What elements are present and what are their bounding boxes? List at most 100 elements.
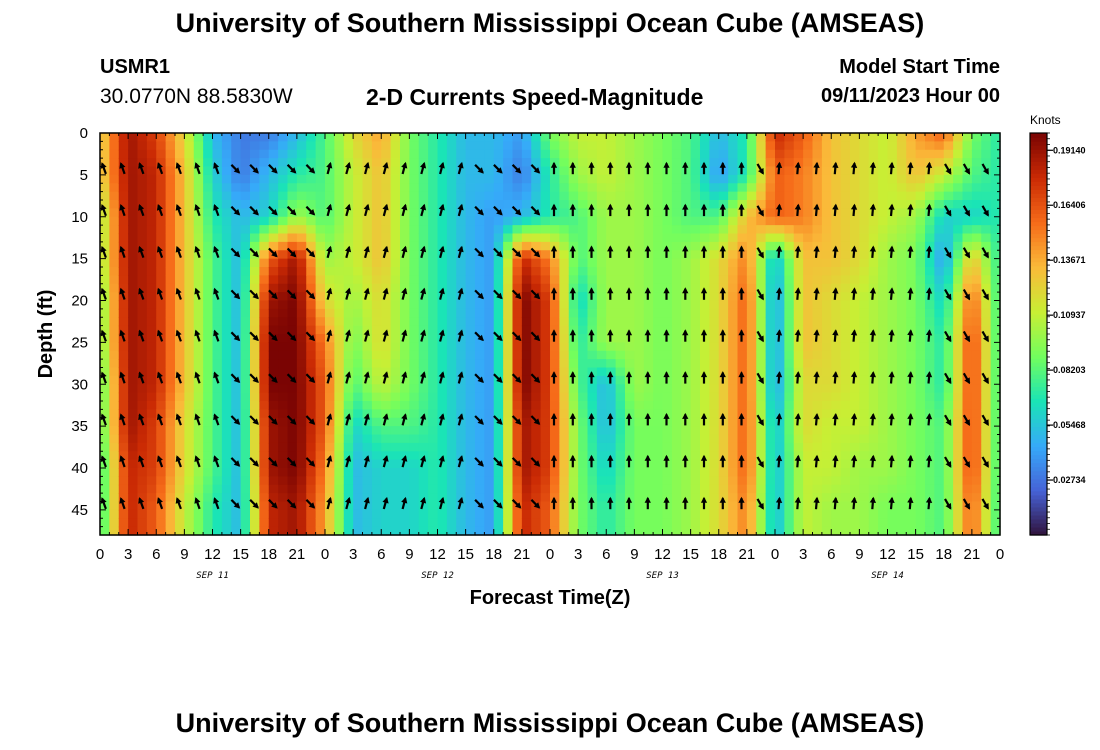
- heatmap-cell: [615, 258, 626, 268]
- heatmap-cell: [934, 367, 945, 377]
- heatmap-cell: [362, 392, 373, 402]
- heatmap-cell: [709, 484, 720, 494]
- heatmap-cell: [559, 325, 570, 335]
- heatmap-cell: [587, 174, 598, 184]
- heatmap-cell: [878, 317, 889, 327]
- heatmap-cell: [625, 300, 635, 310]
- heatmap-cell: [146, 451, 157, 461]
- heatmap-cell: [296, 133, 307, 142]
- heatmap-cell: [850, 258, 860, 268]
- heatmap-cell: [193, 350, 204, 360]
- heatmap-cell: [615, 434, 626, 444]
- current-arrow: [588, 496, 595, 510]
- heatmap-cell: [821, 367, 832, 377]
- current-arrow: [474, 373, 484, 383]
- heatmap-cell: [118, 191, 129, 201]
- heatmap-cell: [146, 417, 157, 427]
- heatmap-cell: [343, 501, 354, 511]
- heatmap-cell: [390, 241, 401, 251]
- heatmap-cell: [446, 166, 457, 176]
- heatmap-cell: [381, 501, 392, 511]
- heatmap-cell: [371, 459, 382, 469]
- heatmap-cell: [475, 484, 485, 494]
- heatmap-cell: [531, 342, 542, 352]
- heatmap-cell: [803, 283, 814, 293]
- heatmap-cell: [878, 350, 889, 360]
- heatmap-cell: [390, 258, 401, 268]
- heatmap-cell: [456, 216, 467, 226]
- current-arrow: [663, 287, 670, 300]
- heatmap-cell: [615, 208, 626, 218]
- heatmap-cell: [868, 375, 879, 385]
- heatmap-cell: [784, 468, 795, 477]
- heatmap-cell: [475, 216, 485, 226]
- current-arrow: [249, 373, 259, 383]
- heatmap-cell: [868, 434, 879, 444]
- current-arrow: [363, 371, 370, 384]
- heatmap-cell: [784, 258, 795, 268]
- current-arrow: [850, 287, 858, 300]
- heatmap-cell: [287, 468, 298, 477]
- heatmap-cell: [493, 451, 504, 461]
- heatmap-cell: [156, 484, 167, 494]
- heatmap-cell: [212, 409, 223, 419]
- heatmap-cell: [775, 468, 785, 477]
- heatmap-cell: [381, 367, 392, 377]
- heatmap-cell: [718, 526, 729, 536]
- heatmap-cell: [953, 451, 964, 461]
- heatmap-cell: [231, 233, 242, 243]
- heatmap-cell: [381, 250, 392, 260]
- heatmap-cell: [540, 509, 551, 519]
- heatmap-cell: [418, 283, 429, 293]
- heatmap-cell: [671, 468, 682, 477]
- heatmap-cell: [709, 334, 720, 343]
- heatmap-cell: [371, 484, 382, 494]
- heatmap-cell: [418, 233, 429, 243]
- heatmap-cell: [756, 493, 767, 503]
- heatmap-cell: [606, 158, 617, 168]
- heatmap-cell: [484, 200, 495, 209]
- heatmap-cell: [615, 468, 626, 477]
- heatmap-cell: [821, 283, 832, 293]
- heatmap-cell: [559, 258, 570, 268]
- heatmap-cell: [690, 384, 701, 394]
- heatmap-cell: [128, 216, 139, 226]
- heatmap-cell: [559, 375, 570, 385]
- heatmap-cell: [259, 367, 270, 377]
- heatmap-cell: [287, 317, 298, 327]
- heatmap-cell: [343, 292, 354, 302]
- heatmap-cell: [165, 133, 176, 142]
- heatmap-cell: [812, 417, 823, 427]
- heatmap-cell: [821, 434, 832, 444]
- heatmap-cell: [371, 350, 382, 360]
- current-arrow: [305, 164, 316, 174]
- heatmap-cell: [831, 250, 842, 260]
- heatmap-cell: [906, 518, 917, 528]
- heatmap-cell: [540, 459, 551, 469]
- heatmap-cell: [681, 233, 692, 243]
- heatmap-cell: [784, 191, 795, 201]
- heatmap-cell: [934, 442, 945, 452]
- heatmap-cell: [915, 258, 926, 268]
- heatmap-cell: [268, 300, 279, 310]
- heatmap-cell: [278, 476, 289, 486]
- heatmap-cell: [615, 367, 626, 377]
- heatmap-cell: [325, 300, 335, 310]
- heatmap-cell: [850, 384, 860, 394]
- heatmap-cell: [596, 158, 607, 168]
- heatmap-cell: [493, 267, 504, 276]
- heatmap-cell: [231, 241, 242, 251]
- heatmap-cell: [803, 166, 814, 176]
- heatmap-cell: [146, 509, 157, 519]
- heatmap-cell: [381, 417, 392, 427]
- current-arrow: [625, 412, 633, 426]
- heatmap-cell: [765, 342, 776, 352]
- current-arrow: [305, 499, 316, 509]
- heatmap-cell: [878, 392, 889, 402]
- heatmap-cell: [418, 518, 429, 528]
- heatmap-cell: [353, 133, 364, 142]
- heatmap-cell: [615, 493, 626, 503]
- heatmap-cell: [128, 208, 139, 218]
- heatmap-cell: [840, 174, 851, 184]
- heatmap-cell: [596, 149, 607, 159]
